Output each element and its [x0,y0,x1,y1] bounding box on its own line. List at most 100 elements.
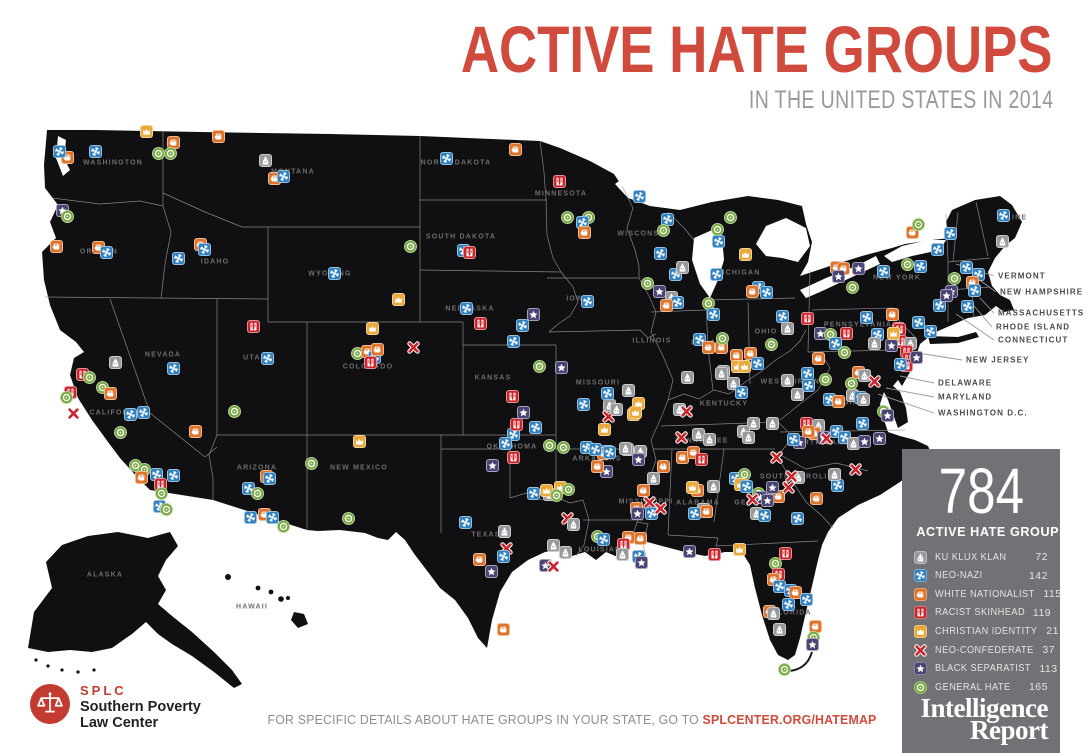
map-marker-kkk-hood-icon [558,545,572,559]
map-marker-kkk-hood-icon [856,392,870,406]
state-label-minnesota: MINNESOTA [534,190,588,198]
state-label-wisconsin: WISCONSIN [617,230,669,238]
map-marker-general-hate-ring-icon [403,239,417,253]
map-marker-neo-nazi-pinwheel-icon [711,234,725,248]
legend-label: CHRISTIAN IDENTITY [935,625,1038,637]
map-marker-white-nationalist-fist-icon [134,470,148,484]
hatemap-link[interactable]: SPLCENTER.ORG/HATEMAP [702,712,877,727]
map-marker-kkk-hood-icon [857,368,871,382]
map-marker-neo-nazi-pinwheel-icon [265,510,279,524]
map-marker-neo-confederate-x-icon [784,469,798,483]
state-label-virginia: VIRGINIA [827,399,869,407]
map-marker-general-hate-ring-icon [560,210,574,224]
map-marker-neo-nazi-pinwheel-icon [996,208,1010,222]
map-marker-neo-nazi-pinwheel-icon [759,285,773,299]
state-label-california: CALIFORNIA [89,409,145,417]
map-marker-white-nationalist-fist-icon [745,284,759,298]
publication-name-line1: Intelligence [920,692,1049,723]
alaska-silhouette [28,532,242,688]
callout-label-new-hampshire: NEW HAMPSHIRE [1000,287,1084,297]
map-marker-neo-confederate-x-icon [546,559,560,573]
map-marker-neo-nazi-pinwheel-icon [828,336,842,350]
map-marker-black-separatist-star-icon [884,338,898,352]
map-marker-kkk-hood-icon [615,547,629,561]
map-marker-neo-nazi-pinwheel-icon [859,310,873,324]
map-marker-black-separatist-star-icon [851,261,865,275]
map-marker-general-hate-ring-icon [818,372,832,386]
state-label-washington: WASHINGTON [82,159,144,167]
legend-label: NEO-CONFEDERATE [935,644,1034,656]
map-marker-general-hate-ring-icon [777,662,791,676]
splc-logo-block: SPLC Southern Poverty Law Center [30,683,201,732]
legend-count: 115 [1043,588,1062,601]
map-marker-neo-nazi-pinwheel-icon [99,245,113,259]
map-marker-white-nationalist-fist-icon [831,394,845,408]
map-marker-neo-nazi-pinwheel-icon [506,334,520,348]
map-marker-neo-nazi-pinwheel-icon [706,307,720,321]
map-marker-kkk-hood-icon [780,373,794,387]
map-marker-kkk-hood-icon [846,436,860,450]
map-marker-black-separatist-star-icon [909,350,923,364]
map-marker-black-separatist-star-icon [631,452,645,466]
map-marker-general-hate-ring-icon [82,370,96,384]
map-marker-racist-skinhead-boots-icon [694,452,708,466]
map-marker-general-hate-ring-icon [844,376,858,390]
map-marker-christian-identity-crown-icon [685,480,699,494]
map-marker-neo-nazi-pinwheel-icon [790,511,804,525]
map-marker-christian-identity-crown-icon [365,321,379,335]
black-separatist-star-icon [914,662,927,676]
map-marker-white-nationalist-fist-icon [675,450,689,464]
map-marker-racist-skinhead-boots-icon [552,174,566,188]
map-marker-general-hate-ring-icon [837,345,851,359]
map-marker-christian-identity-crown-icon [352,434,366,448]
map-marker-neo-nazi-pinwheel-icon [459,301,473,315]
map-marker-neo-nazi-pinwheel-icon [580,294,594,308]
map-marker-racist-skinhead-boots-icon [505,389,519,403]
map-marker-black-separatist-star-icon [682,544,696,558]
map-marker-general-hate-ring-icon [900,257,914,271]
state-label-texas: TEXAS [471,531,501,539]
map-marker-black-separatist-star-icon [516,405,530,419]
intelligence-report-logo: Intelligence Report [914,692,1049,743]
map-marker-black-separatist-star-icon [484,564,498,578]
map-marker-neo-nazi-pinwheel-icon [775,309,789,323]
splc-name-line2: Law Center [80,715,159,732]
map-marker-general-hate-ring-icon [701,296,715,310]
map-marker-christian-identity-crown-icon [391,292,405,306]
map-marker-black-separatist-star-icon [634,555,648,569]
map-marker-neo-nazi-pinwheel-icon [876,264,890,278]
map-marker-neo-confederate-x-icon [406,340,420,354]
map-marker-white-nationalist-fist-icon [508,142,522,156]
legend-item-gh: GENERAL HATE 165 [914,678,1048,697]
map-marker-white-nationalist-fist-icon [472,552,486,566]
state-label-illinois: ILLINOIS [632,337,672,345]
state-label-idaho: IDAHO [200,258,230,266]
state-label-montana: MONTANA [271,168,315,176]
total-count: 784 [938,455,1024,527]
map-marker-racist-skinhead-boots-icon [473,316,487,330]
callout-label-massachusetts: MASSACHUSETTS [998,308,1085,318]
state-label-iowa: IOWA [566,295,590,303]
map-marker-neo-confederate-x-icon [769,450,783,464]
map-marker-neo-nazi-pinwheel-icon [327,266,341,280]
map-marker-neo-confederate-x-icon [819,431,833,445]
map-marker-kkk-hood-icon [675,260,689,274]
state-label-missouri: MISSOURI [575,379,621,387]
map-marker-neo-nazi-pinwheel-icon [739,479,753,493]
legend-heading: ACTIVE HATE GROUPS [916,523,1069,539]
state-label-oklahoma: OKLAHOMA [486,443,538,451]
map-marker-neo-nazi-pinwheel-icon [943,226,957,240]
legend-item-rs: RACIST SKINHEAD 119 [914,604,1051,623]
state-label-new-york: NEW YORK [873,274,921,282]
state-label-ohio: OHIO [754,328,778,336]
callout-label-vermont: VERMONT [998,271,1046,281]
legend-item-ci: CHRISTIAN IDENTITY 21 [914,622,1058,641]
map-marker-neo-nazi-pinwheel-icon [750,356,764,370]
page-subtitle: IN THE UNITED STATES IN 2014 [748,86,1053,114]
map-marker-neo-nazi-pinwheel-icon [709,267,723,281]
callout-label-washington-d-c-: WASHINGTON D.C. [938,408,1028,418]
map-marker-general-hate-ring-icon [845,280,859,294]
map-marker-christian-identity-crown-icon [139,124,153,138]
map-marker-general-hate-ring-icon [542,438,556,452]
hawaii-islands [225,574,308,628]
